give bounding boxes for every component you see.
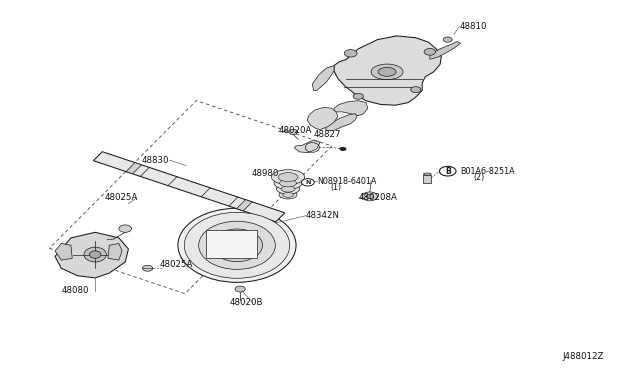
- Circle shape: [411, 87, 421, 93]
- Text: J488012Z: J488012Z: [563, 352, 604, 361]
- Circle shape: [119, 225, 132, 232]
- Ellipse shape: [378, 67, 396, 76]
- Polygon shape: [325, 114, 357, 131]
- Ellipse shape: [279, 191, 297, 199]
- Text: 48810: 48810: [460, 22, 486, 31]
- Polygon shape: [430, 41, 461, 59]
- Text: N08918-6401A: N08918-6401A: [317, 177, 377, 186]
- Circle shape: [353, 93, 364, 99]
- Text: B: B: [445, 167, 451, 176]
- Ellipse shape: [271, 170, 305, 185]
- Text: 48025A: 48025A: [159, 260, 193, 269]
- Ellipse shape: [281, 186, 295, 192]
- Circle shape: [362, 192, 378, 201]
- Text: 48020B: 48020B: [229, 298, 263, 307]
- Text: N: N: [305, 180, 310, 185]
- Polygon shape: [93, 152, 285, 222]
- Polygon shape: [294, 140, 320, 153]
- Polygon shape: [307, 108, 338, 130]
- Ellipse shape: [211, 229, 262, 262]
- Ellipse shape: [184, 212, 290, 278]
- Circle shape: [143, 265, 153, 271]
- Ellipse shape: [90, 251, 101, 258]
- Text: 48342N: 48342N: [306, 211, 340, 220]
- Ellipse shape: [198, 221, 275, 269]
- Text: 48830: 48830: [141, 155, 169, 164]
- Ellipse shape: [424, 173, 431, 175]
- Text: 48827: 48827: [314, 130, 341, 140]
- Polygon shape: [55, 232, 129, 278]
- Text: 480208A: 480208A: [358, 193, 397, 202]
- Polygon shape: [334, 36, 442, 105]
- Ellipse shape: [276, 184, 300, 194]
- Circle shape: [340, 147, 346, 151]
- Circle shape: [344, 49, 357, 57]
- Ellipse shape: [84, 247, 106, 262]
- Text: 48080: 48080: [61, 286, 89, 295]
- Text: 48020A: 48020A: [278, 126, 312, 135]
- Circle shape: [444, 37, 452, 42]
- Text: 48980: 48980: [252, 169, 279, 177]
- Ellipse shape: [371, 64, 403, 80]
- Ellipse shape: [278, 173, 298, 182]
- Circle shape: [235, 286, 245, 292]
- Ellipse shape: [274, 177, 302, 189]
- Text: (1): (1): [330, 183, 341, 192]
- Circle shape: [289, 129, 298, 135]
- Circle shape: [424, 48, 436, 55]
- Ellipse shape: [283, 192, 293, 197]
- Text: B01A6-8251A: B01A6-8251A: [461, 167, 515, 176]
- Polygon shape: [55, 243, 72, 260]
- Polygon shape: [334, 101, 368, 116]
- Circle shape: [440, 166, 456, 176]
- Circle shape: [301, 179, 314, 186]
- Polygon shape: [237, 200, 252, 211]
- Polygon shape: [108, 243, 122, 260]
- Ellipse shape: [178, 208, 296, 282]
- Circle shape: [366, 194, 374, 199]
- FancyBboxPatch shape: [206, 230, 257, 257]
- Text: (2): (2): [473, 173, 484, 182]
- Polygon shape: [126, 163, 141, 174]
- FancyBboxPatch shape: [424, 175, 431, 183]
- Polygon shape: [312, 65, 334, 90]
- Text: 48025A: 48025A: [105, 193, 138, 202]
- Ellipse shape: [280, 179, 296, 187]
